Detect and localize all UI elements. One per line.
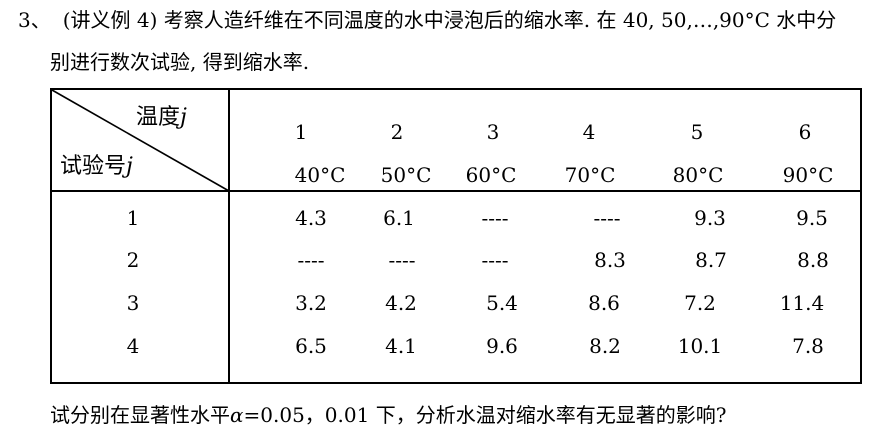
table-cell: 6.5 xyxy=(295,334,327,358)
level-header: 1 xyxy=(294,120,308,144)
table-cell: 10.1 xyxy=(677,334,723,358)
table-cell: 8.3 xyxy=(594,248,626,272)
table-top-rule xyxy=(50,88,862,90)
corner-row-var: j xyxy=(126,154,133,179)
table-cell: ---- xyxy=(388,248,416,272)
level-header: 2 xyxy=(390,120,404,144)
corner-column-header: 温度j xyxy=(136,105,187,131)
table-cell: 4.2 xyxy=(385,291,417,315)
table-cell: ---- xyxy=(481,206,509,230)
corner-row-header: 试验号j xyxy=(60,154,133,180)
table-cell: 7.8 xyxy=(792,334,824,358)
corner-column-label: 温度 xyxy=(136,105,181,130)
row-id: 1 xyxy=(126,206,140,230)
table-cell: 8.2 xyxy=(589,334,621,358)
table-cell: 6.1 xyxy=(383,206,415,230)
closing-prefix: 试分别在显著性水平 xyxy=(50,403,230,427)
table-cell: 9.6 xyxy=(486,334,518,358)
problem-intro-text: (讲义例 4) 考察人造纤维在不同温度的水中浸泡后的缩水率. 在 40, 50,… xyxy=(62,8,837,32)
level-header: 5 xyxy=(690,120,704,144)
table-cell: 11.4 xyxy=(779,291,825,315)
alpha-symbol: α xyxy=(230,403,244,427)
table-cell: ---- xyxy=(593,206,621,230)
closing-suffix: =0.05，0.01 下，分析水温对缩水率有无显著的影响? xyxy=(243,403,727,427)
table-cell: 8.8 xyxy=(797,248,829,272)
level-header: 3 xyxy=(486,120,500,144)
row-id: 3 xyxy=(126,291,140,315)
table-right-rule xyxy=(860,88,862,384)
table-header-rule xyxy=(50,190,862,192)
table-cell: 4.3 xyxy=(295,206,327,230)
table-cell: 9.3 xyxy=(694,206,726,230)
table-left-rule xyxy=(50,88,52,384)
table-cell: 5.4 xyxy=(486,291,518,315)
closing-question: 试分别在显著性水平α=0.05，0.01 下，分析水温对缩水率有无显著的影响? xyxy=(50,403,726,427)
table-bottom-rule xyxy=(50,382,862,384)
problem-number: 3、 xyxy=(18,8,51,32)
row-id: 2 xyxy=(126,248,140,272)
table-cell: 8.6 xyxy=(588,291,620,315)
temperature-header: 70°C xyxy=(564,163,616,187)
table-cell: 4.1 xyxy=(385,334,417,358)
problem-intro-line-1: 3、 (讲义例 4) 考察人造纤维在不同温度的水中浸泡后的缩水率. 在 40, 5… xyxy=(18,8,836,32)
temperature-header: 50°C xyxy=(380,163,432,187)
temperature-header: 80°C xyxy=(672,163,724,187)
table-cell: 3.2 xyxy=(295,291,327,315)
temperature-header: 90°C xyxy=(782,163,834,187)
temperature-header: 40°C xyxy=(294,163,346,187)
table-column-divider xyxy=(228,88,230,384)
problem-intro-line-2: 别进行数次试验, 得到缩水率. xyxy=(50,50,310,74)
corner-row-label: 试验号 xyxy=(60,154,127,179)
level-header: 6 xyxy=(798,120,812,144)
corner-column-var: j xyxy=(180,105,187,130)
table-cell: ---- xyxy=(297,248,325,272)
table-cell: ---- xyxy=(481,248,509,272)
table-cell: 9.5 xyxy=(796,206,828,230)
table-cell: 8.7 xyxy=(695,248,727,272)
table-cell: 7.2 xyxy=(684,291,716,315)
temperature-header: 60°C xyxy=(465,163,517,187)
row-id: 4 xyxy=(126,334,140,358)
level-header: 4 xyxy=(582,120,596,144)
